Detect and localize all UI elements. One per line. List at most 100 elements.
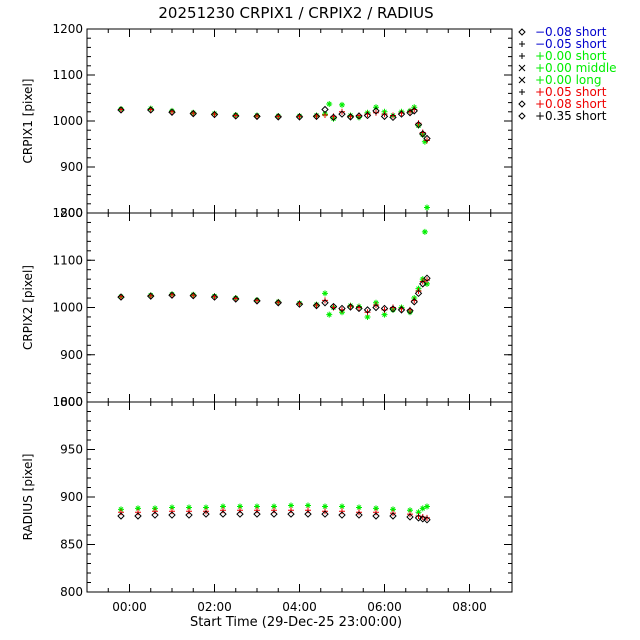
data-point <box>346 303 355 311</box>
data-point <box>135 509 141 516</box>
data-point <box>397 110 406 118</box>
legend-entry: +0.00 middle <box>518 61 617 75</box>
y-tick-label: 1000 <box>52 114 83 128</box>
series-2 <box>117 510 431 524</box>
data-point <box>189 109 197 118</box>
series-2 <box>117 274 431 315</box>
y-tick-label: 1000 <box>52 301 83 315</box>
data-point <box>253 112 261 121</box>
data-point <box>203 504 209 511</box>
chart-panels: 800 900 1000 1100 1200 CRPIX1 [pixel] 800 900 10… <box>21 22 513 599</box>
legend-entry: −0.05 short <box>519 37 607 51</box>
data-point <box>355 304 363 313</box>
data-point <box>339 101 345 108</box>
data-point <box>274 113 282 121</box>
legend-label: +0.05 short <box>535 85 607 99</box>
data-point <box>322 503 328 510</box>
x-tick-label: 08:00 <box>452 600 487 614</box>
y-tick-label: 1100 <box>52 253 83 267</box>
data-point <box>134 512 142 520</box>
legend-marker <box>518 64 526 72</box>
data-point <box>339 503 345 510</box>
data-point <box>151 511 159 519</box>
data-point <box>210 110 219 119</box>
y-axis-label-crpix2: CRPIX2 [pixel] <box>21 265 35 350</box>
data-point <box>189 291 197 300</box>
data-point <box>410 298 418 306</box>
legend-marker <box>518 112 526 120</box>
y-axis-label-crpix1: CRPIX1 [pixel] <box>21 79 35 164</box>
data-point <box>253 297 261 305</box>
data-point <box>390 112 396 119</box>
legend-marker <box>519 53 525 59</box>
y-tick-label: 800 <box>60 206 83 220</box>
data-point <box>410 107 418 115</box>
data-point <box>424 503 430 510</box>
legend-label: +0.00 middle <box>535 61 617 75</box>
data-point <box>419 280 427 288</box>
data-point <box>295 113 304 121</box>
x-axis-label: Start Time (29-Dec-25 23:00:00) <box>190 615 402 630</box>
data-point <box>312 112 321 121</box>
data-point <box>338 110 346 118</box>
data-point <box>415 509 422 516</box>
data-point <box>202 510 210 518</box>
data-point <box>186 508 192 515</box>
data-point <box>147 106 155 114</box>
data-point <box>406 307 414 315</box>
data-point <box>389 305 397 313</box>
legend: −0.08 short−0.05 short+0.00 short+0.00 m… <box>518 25 617 123</box>
data-point <box>419 515 427 523</box>
y-tick-label: 900 <box>60 160 83 174</box>
data-point <box>364 313 371 320</box>
data-point <box>321 299 329 307</box>
legend-label: +0.08 short <box>535 97 607 111</box>
data-point <box>219 510 227 518</box>
series-2 <box>117 105 431 143</box>
data-point <box>356 504 362 511</box>
data-point <box>168 511 176 519</box>
data-point <box>321 105 329 114</box>
panel-crpix2: 800 900 1000 1100 1200 CRPIX2 [pixel] <box>21 206 513 409</box>
legend-marker <box>518 28 526 36</box>
data-point <box>339 508 345 515</box>
data-point <box>389 512 397 520</box>
data-point <box>372 107 380 115</box>
series-1 <box>118 507 430 521</box>
data-point <box>414 514 423 522</box>
panel-radius: 800 850 900 950 1000 RADIUS [pixel] <box>21 395 513 599</box>
legend-label: −0.08 short <box>535 25 607 39</box>
data-point <box>117 106 125 114</box>
data-point <box>232 295 240 303</box>
data-point <box>372 512 380 520</box>
data-point <box>117 512 125 520</box>
data-point <box>118 509 124 516</box>
legend-label: +0.00 short <box>535 49 607 63</box>
data-point <box>185 511 193 519</box>
data-point <box>421 228 428 235</box>
legend-marker <box>519 41 525 47</box>
data-point <box>419 130 427 138</box>
data-point <box>117 293 125 301</box>
data-point <box>147 292 155 300</box>
data-point <box>210 293 219 301</box>
legend-label: +0.00 long <box>535 73 602 87</box>
data-point <box>338 304 346 313</box>
data-point <box>271 503 277 510</box>
data-point <box>373 509 379 516</box>
data-point <box>424 280 430 287</box>
data-point <box>322 290 328 297</box>
data-point <box>135 505 141 512</box>
data-point <box>326 311 333 318</box>
chart-title: 20251230 CRPIX1 / CRPIX2 / RADIUS <box>158 4 433 22</box>
y-tick-label: 1000 <box>52 395 83 409</box>
data-point <box>414 289 423 298</box>
data-point <box>329 302 338 311</box>
y-tick-label: 850 <box>60 538 83 552</box>
y-tick-label: 950 <box>60 443 83 457</box>
y-tick-label: 800 <box>60 585 83 599</box>
y-tick-label: 1200 <box>52 22 83 36</box>
data-point <box>423 134 431 143</box>
data-point <box>254 503 260 510</box>
